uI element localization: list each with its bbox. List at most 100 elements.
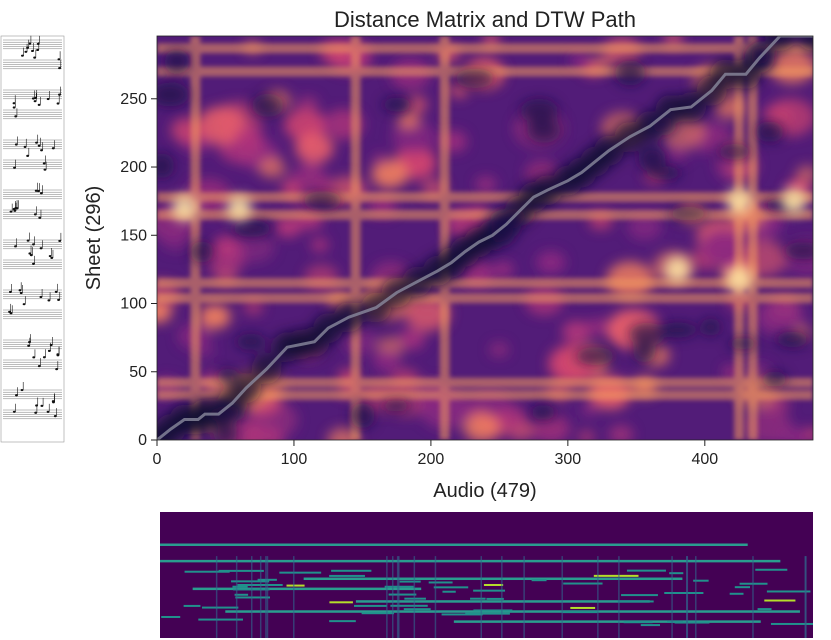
- note-head: [15, 207, 19, 210]
- heatmap-cell: [404, 296, 451, 332]
- heatmap-cell: [391, 119, 436, 154]
- spectrogram-onset: [398, 556, 400, 638]
- note-head: [35, 141, 38, 144]
- spectrogram-note: [286, 584, 305, 587]
- note-head: [39, 295, 43, 299]
- note-head: [15, 394, 18, 397]
- note-head: [23, 145, 27, 148]
- spectrogram-onset: [386, 556, 388, 638]
- heatmap-cell: [489, 342, 509, 358]
- heatmap-cell: [284, 109, 325, 141]
- spectrogram-note: [388, 593, 417, 596]
- note-head: [54, 290, 58, 293]
- spectrogram-note: [192, 587, 422, 591]
- note-head: [29, 254, 33, 257]
- spectrogram-note: [734, 586, 751, 589]
- spectrogram-onset: [804, 556, 806, 638]
- spectrogram-note: [453, 620, 761, 623]
- spectrogram-note: [390, 604, 428, 607]
- spectrogram-note: [674, 621, 710, 624]
- note-head: [28, 252, 32, 255]
- spectrogram-onset: [434, 556, 437, 638]
- spectrogram-onset: [235, 556, 238, 638]
- heatmap-hotspot: [780, 188, 807, 215]
- note-head: [58, 66, 61, 70]
- heatmap-dark-cell: [302, 191, 343, 210]
- heatmap-cell: [397, 112, 420, 129]
- spectrogram-onset: [215, 556, 218, 638]
- spectrogram-note: [729, 592, 744, 595]
- note-head: [46, 410, 50, 413]
- note-head: [26, 239, 30, 242]
- note-head: [27, 344, 31, 347]
- heatmap-dark-cell: [213, 421, 238, 440]
- heatmap-cell: [398, 328, 426, 350]
- spectrogram-note: [442, 590, 456, 593]
- x-tick-label: 300: [555, 451, 582, 468]
- spectrogram-note: [562, 611, 598, 614]
- heatmap-hotspot: [226, 194, 253, 221]
- note-head: [13, 166, 16, 169]
- heatmap-cell: [157, 302, 172, 323]
- spectrogram-onset: [293, 556, 295, 638]
- spectrogram-onset: [391, 556, 394, 638]
- spectrogram-note: [160, 543, 748, 546]
- note-head: [37, 103, 41, 106]
- note-head: [56, 354, 60, 357]
- spectrogram-onset: [266, 556, 269, 638]
- spectrogram-note: [441, 613, 483, 616]
- sheet-music-thumbnail: [0, 35, 65, 443]
- heatmap-dark-cell: [761, 371, 788, 387]
- heatmap-frame: [156, 35, 814, 441]
- heatmap-hotspot: [171, 194, 198, 221]
- heatmap-dark-cell: [718, 143, 751, 160]
- note-head: [20, 388, 24, 392]
- heatmap-cell: [296, 96, 319, 113]
- heatmap-dark-cell: [575, 347, 615, 366]
- note-head: [39, 192, 43, 195]
- chart-title: Distance Matrix and DTW Path: [334, 7, 636, 32]
- note-head: [32, 243, 35, 246]
- y-axis-ticks: 0 50 100 150 200 250: [120, 91, 157, 449]
- note-head: [38, 216, 42, 219]
- spectrogram-note: [184, 570, 230, 573]
- spectrogram-note: [234, 593, 249, 596]
- note-head: [33, 100, 37, 103]
- spectrogram-note: [202, 606, 239, 609]
- spectrogram-onset: [523, 556, 525, 638]
- heatmap-cell: [405, 96, 428, 114]
- spectrogram-note: [669, 572, 684, 575]
- note-head: [22, 303, 26, 306]
- note-head: [40, 404, 44, 407]
- heatmap-dark-cell: [755, 121, 784, 142]
- heatmap-band-col: [734, 36, 745, 440]
- note-head: [12, 102, 16, 105]
- note-head: [58, 93, 61, 96]
- spectrogram-note: [198, 618, 243, 621]
- spectrogram-note: [531, 579, 547, 582]
- note-head: [37, 144, 41, 147]
- spectrogram-note: [161, 615, 181, 618]
- x-tick-label: 400: [691, 451, 718, 468]
- spectrogram-note: [399, 580, 421, 583]
- heatmap-dark-cell: [208, 406, 245, 423]
- heatmap-dark-cell: [491, 218, 516, 246]
- spectrogram-note: [640, 624, 661, 627]
- spectrogram-onset: [259, 556, 262, 638]
- heatmap-cell: [561, 320, 591, 343]
- note-head: [36, 48, 40, 52]
- spectrogram-onset: [265, 556, 267, 638]
- heatmap-dark-cell: [157, 82, 190, 107]
- spectrogram-note: [354, 604, 387, 607]
- spectrogram-note: [766, 590, 811, 593]
- note-head: [42, 162, 46, 165]
- heatmap-cell: [586, 318, 609, 335]
- spectrogram-note: [570, 606, 596, 609]
- spectrogram-onset: [250, 556, 253, 638]
- spectrogram-background: [160, 512, 813, 638]
- spectrogram-onset: [686, 556, 689, 638]
- heatmap-band-row: [157, 377, 813, 388]
- heatmap-hotspot: [726, 265, 753, 292]
- x-tick-label: 100: [281, 451, 308, 468]
- spectrogram-note: [621, 594, 658, 597]
